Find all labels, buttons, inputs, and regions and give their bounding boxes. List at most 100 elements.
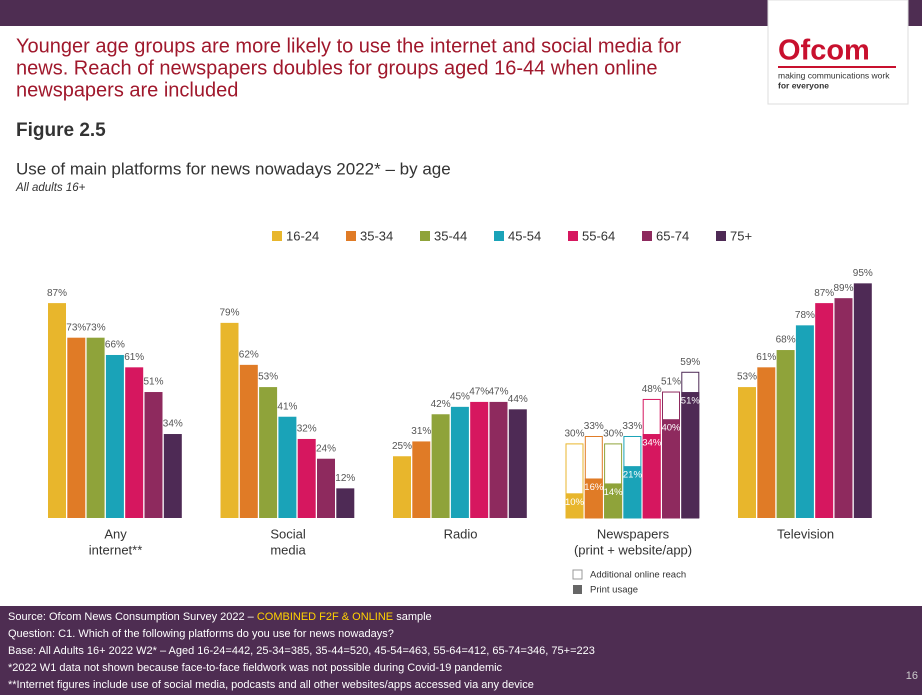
- value-label: 47%: [488, 387, 508, 398]
- legend-label: 45-54: [508, 228, 541, 243]
- headline-line: Younger age groups are more likely to us…: [16, 35, 682, 57]
- value-label: 44%: [508, 394, 528, 405]
- value-label: 12%: [335, 473, 355, 484]
- legend-label: 35-44: [434, 228, 467, 243]
- legend-swatch: [346, 231, 356, 241]
- legend-label: 65-74: [656, 228, 689, 243]
- print-value-label: 34%: [642, 438, 662, 449]
- x-tick-label: media: [270, 542, 306, 557]
- bar: [470, 401, 489, 518]
- bar: [853, 283, 872, 518]
- legend-swatch: [642, 231, 652, 241]
- bar: [738, 387, 756, 518]
- legend-swatch: [568, 231, 578, 241]
- bar: [336, 488, 355, 518]
- value-label: 89%: [833, 283, 853, 294]
- bar: [815, 303, 834, 518]
- value-label: 61%: [124, 352, 144, 363]
- print-bar: [681, 392, 700, 518]
- value-label: 32%: [297, 424, 317, 435]
- bar: [259, 387, 278, 518]
- logo-tagline: making communications work: [778, 70, 890, 80]
- footer-line: Base: All Adults 16+ 2022 W2* – Aged 16-…: [8, 645, 595, 657]
- value-label: 66%: [105, 340, 125, 351]
- logo-tagline: for everyone: [778, 80, 829, 90]
- legend-swatch: [420, 231, 430, 241]
- value-label: 45%: [450, 391, 470, 402]
- bar: [220, 322, 239, 518]
- value-label: 61%: [756, 352, 776, 363]
- value-label: 51%: [661, 377, 681, 388]
- legend-swatch: [716, 231, 726, 241]
- footer-highlight: COMBINED F2F & ONLINE: [257, 611, 393, 623]
- value-label: 33%: [584, 421, 604, 432]
- legend-label: 16-24: [286, 228, 319, 243]
- headline: Younger age groups are more likely to us…: [16, 35, 682, 101]
- x-tick-label: (print + website/app): [574, 542, 692, 557]
- x-tick-label: Radio: [444, 526, 478, 541]
- bar: [393, 456, 411, 518]
- value-label: 53%: [737, 372, 757, 383]
- value-label: 51%: [143, 377, 163, 388]
- print-value-label: 10%: [565, 497, 585, 508]
- print-value-label: 14%: [604, 487, 624, 498]
- legend-swatch: [272, 231, 282, 241]
- print-value-label: 21%: [623, 470, 643, 481]
- legend-label: Additional online reach: [590, 570, 686, 581]
- legend-swatch: [494, 231, 504, 241]
- footer-source: Source: Ofcom News Consumption Survey 20…: [8, 611, 432, 623]
- print-value-label: 40%: [661, 423, 681, 434]
- footer-line: **Internet figures include use of social…: [8, 679, 534, 691]
- bar: [144, 392, 163, 518]
- footer-text: sample: [393, 611, 432, 623]
- logo-box: [767, 0, 909, 105]
- bar: [297, 438, 316, 518]
- footer-text: Source: Ofcom News Consumption Survey 20…: [8, 611, 257, 623]
- value-label: 25%: [392, 441, 412, 452]
- value-label: 79%: [219, 308, 239, 319]
- print-bar: [642, 434, 661, 518]
- bar: [105, 354, 124, 518]
- value-label: 24%: [316, 443, 336, 454]
- print-bar: [604, 483, 623, 518]
- headline-line: newspapers are included: [16, 79, 238, 101]
- x-tick-label: Social: [270, 526, 306, 541]
- figure-label: Figure 2.5: [16, 120, 106, 141]
- chart-title: Use of main platforms for news nowadays …: [16, 159, 451, 178]
- value-label: 34%: [163, 419, 183, 430]
- value-label: 95%: [853, 268, 873, 279]
- value-label: 78%: [795, 310, 815, 321]
- footer-line: Question: C1. Which of the following pla…: [8, 628, 394, 640]
- page-number: 16: [906, 670, 918, 682]
- legend-label: Print usage: [590, 585, 638, 596]
- value-label: 41%: [277, 401, 297, 412]
- value-label: 48%: [642, 384, 662, 395]
- value-label: 42%: [431, 399, 451, 410]
- bar: [450, 406, 469, 518]
- print-value-label: 51%: [681, 396, 701, 407]
- logo-rule: [778, 66, 896, 68]
- value-label: 73%: [86, 322, 106, 333]
- headline-line: news. Reach of newspapers doubles for gr…: [16, 57, 658, 79]
- print-value-label: 16%: [584, 482, 604, 493]
- print-bar: [565, 493, 584, 518]
- bar: [431, 414, 450, 518]
- x-tick-label: Any: [104, 526, 127, 541]
- value-label: 73%: [66, 322, 86, 333]
- legend-swatch: [572, 569, 583, 580]
- legend-label: 55-64: [582, 228, 615, 243]
- value-label: 87%: [47, 288, 67, 299]
- bar: [317, 458, 335, 518]
- bar: [86, 337, 105, 518]
- chart: 16-24 35-34 35-44 45-54 55-64 65-74 75+ Anyinte…: [47, 228, 873, 595]
- bar: [508, 409, 527, 518]
- x-tick-label: Television: [777, 526, 834, 541]
- print-bar: [623, 466, 642, 518]
- bar: [489, 401, 508, 518]
- value-label: 31%: [411, 426, 431, 437]
- bar: [795, 325, 814, 518]
- bar: [163, 434, 182, 518]
- bar: [48, 303, 66, 518]
